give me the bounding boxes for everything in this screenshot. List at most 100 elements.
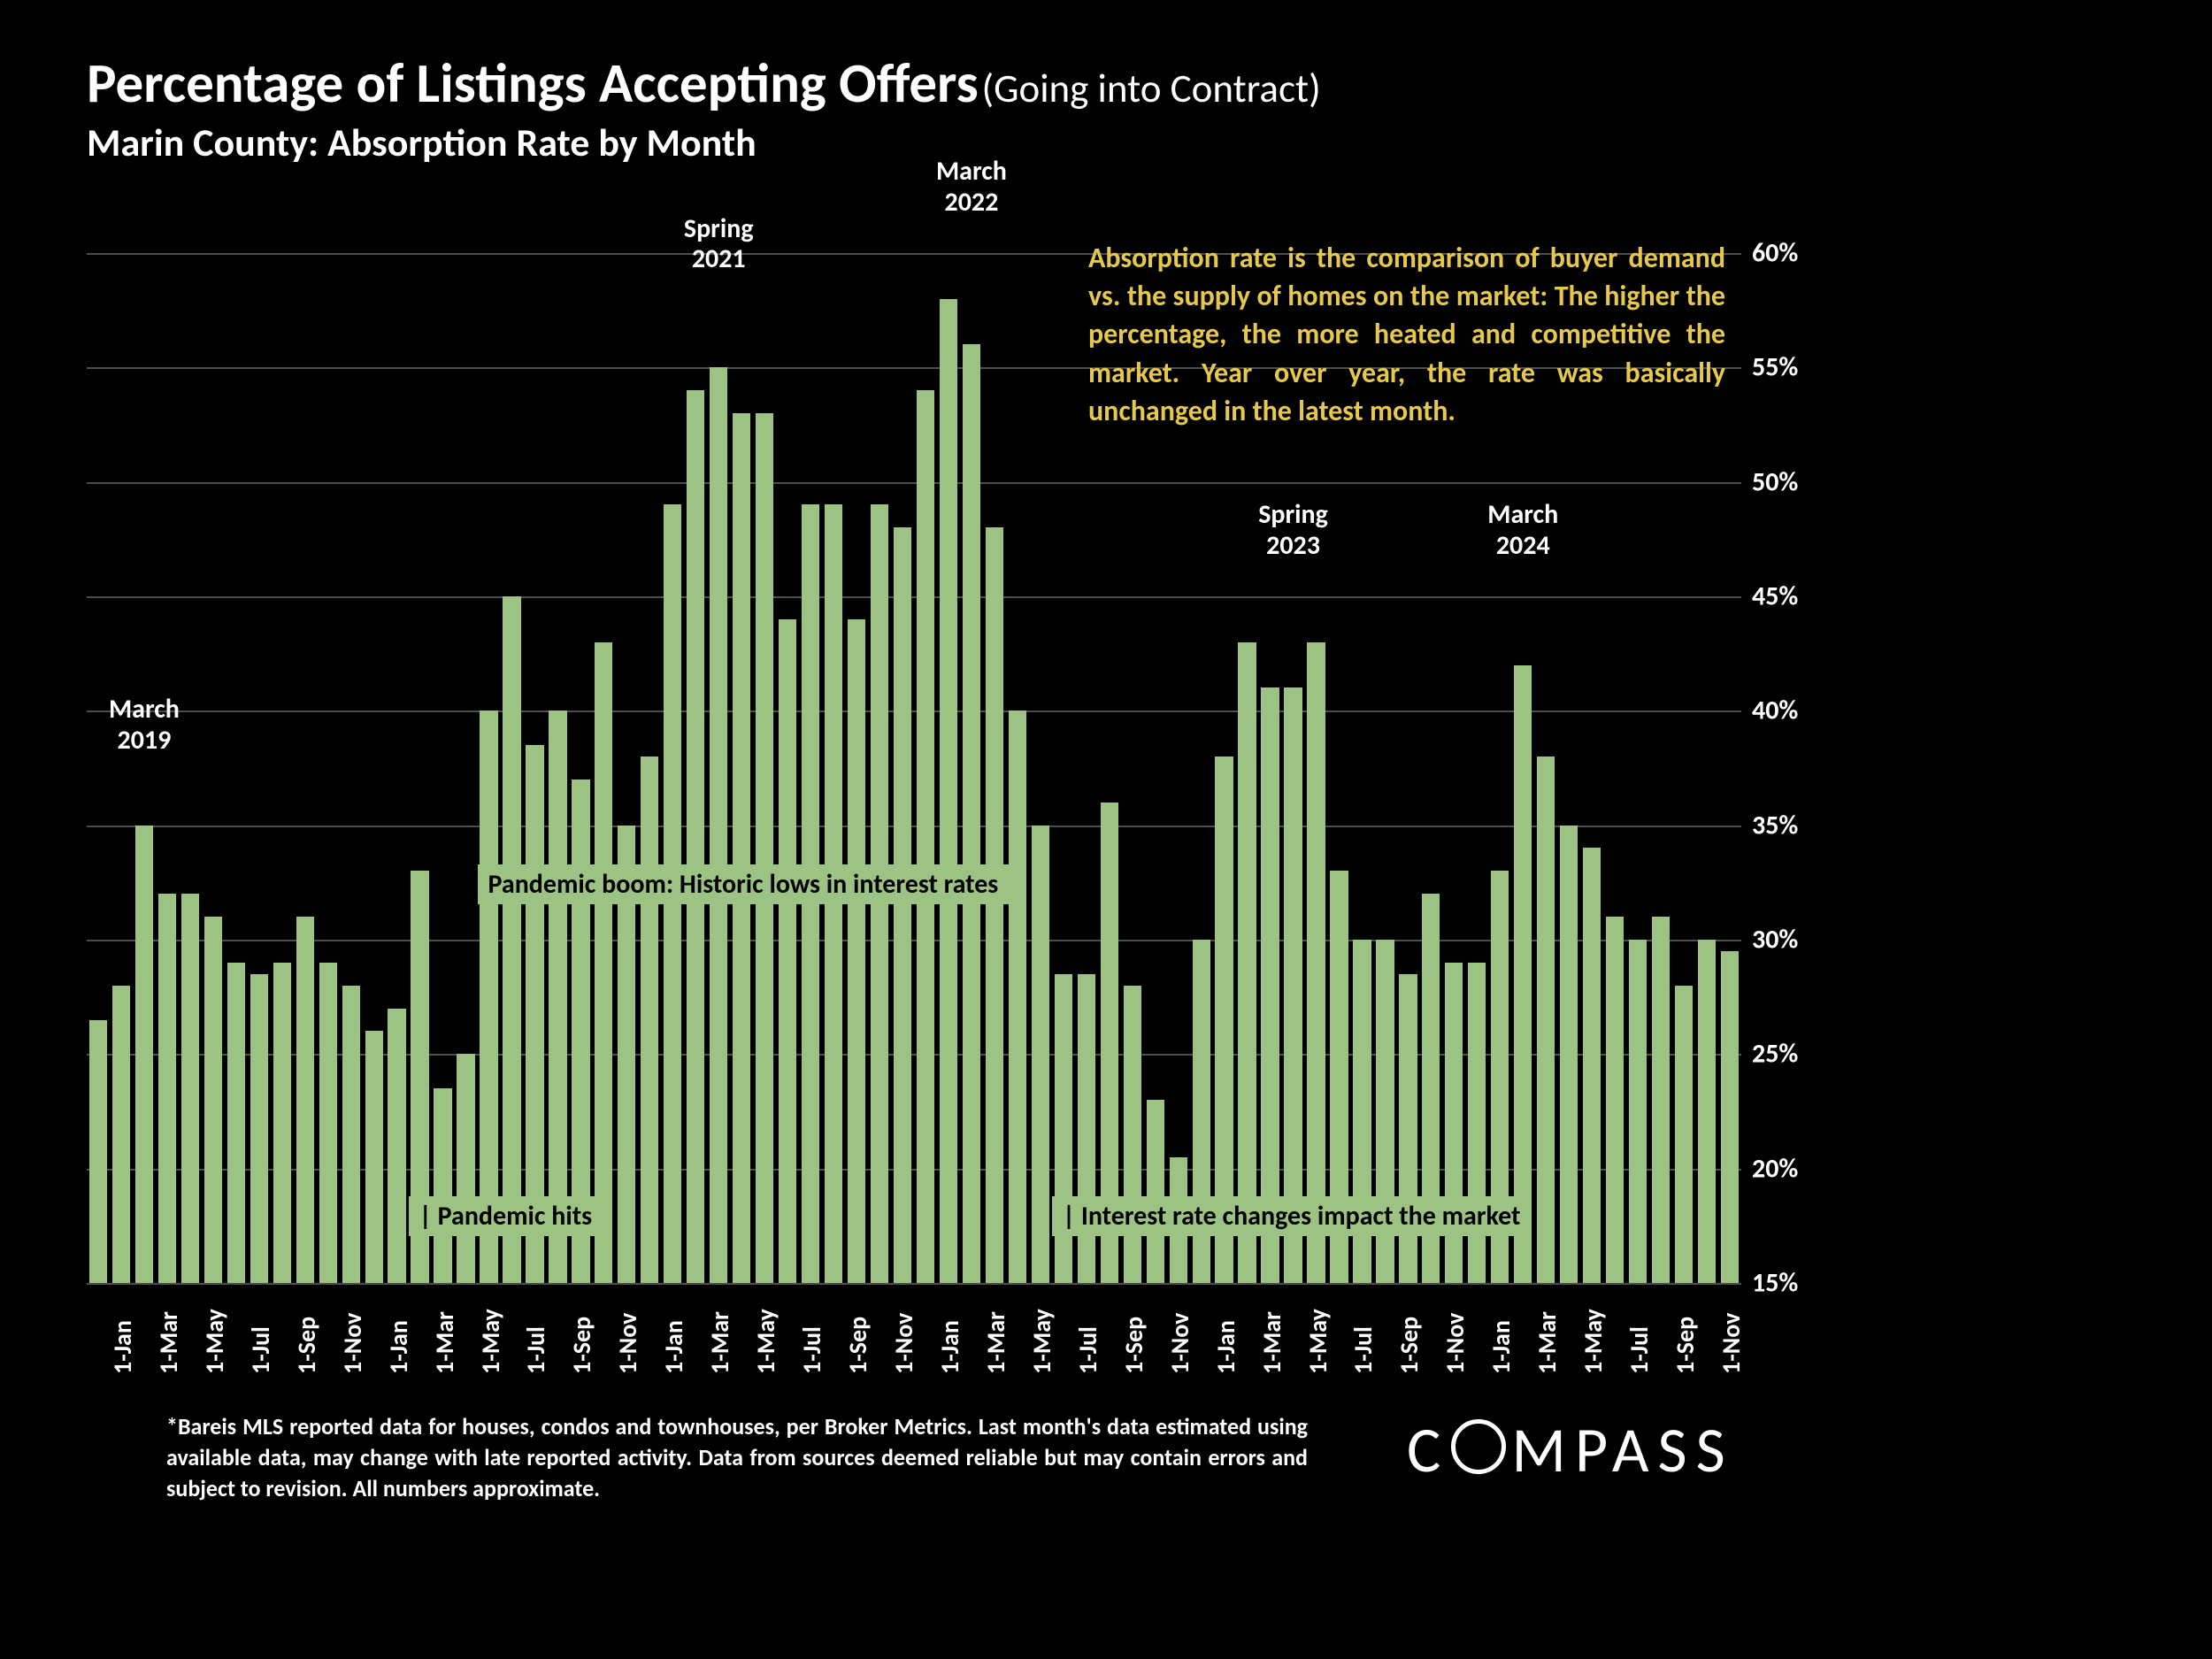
y-tick-label: 15% (1752, 1267, 1798, 1300)
callout-label: Spring2021 (657, 214, 780, 275)
x-tick-label: 1-Mar (1532, 1311, 1563, 1374)
bar (687, 390, 704, 1283)
x-tick-label: 1-Mar (704, 1311, 735, 1374)
bar (1698, 940, 1716, 1283)
x-tick-label: 1-Jan (107, 1320, 138, 1374)
x-tick-label: 1-Jul (245, 1326, 276, 1374)
x-tick-label: 1-Jul (1072, 1326, 1103, 1374)
bar (986, 527, 1003, 1283)
x-tick-label: 1-Jan (934, 1320, 965, 1374)
bar (89, 1020, 107, 1284)
gridline (87, 1283, 1741, 1285)
description-text: Absorption rate is the comparison of buy… (1088, 239, 1725, 430)
bar (1032, 826, 1049, 1283)
x-tick-label: 1-Jan (383, 1320, 414, 1374)
bar (1583, 848, 1601, 1283)
callout-label: Spring2023 (1232, 500, 1356, 561)
bar (1606, 917, 1624, 1283)
bar (1675, 986, 1693, 1283)
bar (1721, 951, 1739, 1283)
bar (641, 757, 658, 1283)
x-tick-label: 1-Nov (1164, 1313, 1195, 1374)
callout-label: March2019 (82, 695, 206, 756)
logo-o-icon (1451, 1419, 1506, 1474)
bar (112, 986, 130, 1283)
bar (135, 826, 153, 1283)
x-tick-label: 1-Jan (1486, 1320, 1517, 1374)
x-tick-label: 1-May (1026, 1309, 1057, 1374)
bar (710, 367, 727, 1283)
bar (733, 413, 750, 1283)
x-tick-label: 1-May (750, 1309, 781, 1374)
x-tick-label: 1-Sep (1394, 1317, 1425, 1374)
bar (1307, 642, 1325, 1283)
x-tick-label: 1-Jul (1348, 1326, 1379, 1374)
x-tick-label: 1-Jul (1624, 1326, 1655, 1374)
y-tick-label: 20% (1752, 1152, 1798, 1185)
y-tick-label: 35% (1752, 809, 1798, 841)
x-tick-label: 1-Mar (153, 1311, 184, 1374)
bar (1514, 665, 1532, 1283)
y-tick-label: 25% (1752, 1038, 1798, 1071)
bar (342, 986, 360, 1283)
gridline (87, 596, 1741, 598)
bar (503, 596, 520, 1283)
chart-title-block: Percentage of Listings Accepting Offers … (87, 49, 1321, 166)
x-tick-label: 1-Sep (1670, 1317, 1701, 1374)
bar (756, 413, 773, 1283)
bar (457, 1054, 474, 1283)
title-line1: Percentage of Listings Accepting Offers … (87, 49, 1321, 117)
x-tick-label: 1-Nov (1440, 1313, 1471, 1374)
bar (319, 963, 337, 1283)
x-tick-label: 1-Nov (337, 1313, 368, 1374)
x-tick-label: 1-Mar (980, 1311, 1011, 1374)
x-tick-label: 1-Sep (1118, 1317, 1149, 1374)
bar (1055, 974, 1072, 1283)
callout-label: March2024 (1461, 500, 1585, 561)
bar (940, 299, 957, 1283)
x-tick-label: 1-Mar (429, 1311, 460, 1374)
bar (848, 619, 865, 1283)
footnote-text: *Bareis MLS reported data for houses, co… (166, 1411, 1308, 1504)
bar (1124, 986, 1141, 1283)
bar (1261, 687, 1279, 1283)
title-main: Percentage of Listings Accepting Offers (87, 49, 979, 117)
bar (388, 1009, 405, 1283)
y-axis: 15%20%25%30%35%40%45%50%55%60% (1752, 230, 1858, 1283)
bar (158, 894, 176, 1283)
title-line2: Marin County: Absorption Rate by Month (87, 119, 1321, 166)
x-tick-label: 1-Sep (842, 1317, 873, 1374)
x-tick-label: 1-May (475, 1309, 506, 1374)
bar (296, 917, 314, 1283)
callout-label: March2022 (910, 157, 1033, 218)
bar (1629, 940, 1647, 1283)
bar (1537, 757, 1555, 1283)
bar (204, 917, 222, 1283)
bar (894, 527, 911, 1283)
bar (779, 619, 796, 1283)
bar (434, 1088, 451, 1283)
bar (365, 1031, 383, 1283)
y-tick-label: 60% (1752, 236, 1798, 269)
x-axis: 1-Jan 1-Mar 1-May 1-Jul 1-Sep 1-Nov 1-Jan 1-Mar… (87, 1290, 1741, 1396)
bar (963, 344, 980, 1283)
bar (1399, 974, 1417, 1283)
compass-logo: CMPASS (1407, 1411, 1734, 1489)
gridline (87, 710, 1741, 712)
x-tick-label: 1-Jan (1210, 1320, 1241, 1374)
title-sub: (Going into Contract) (981, 65, 1320, 113)
bar (1147, 1100, 1164, 1283)
bar (227, 963, 245, 1283)
x-tick-label: 1-May (1302, 1309, 1333, 1374)
bar (1560, 826, 1578, 1283)
bar (917, 390, 934, 1283)
x-tick-label: 1-May (1578, 1309, 1609, 1374)
bar (273, 963, 291, 1283)
y-tick-label: 30% (1752, 923, 1798, 956)
overlay-annotation: | Pandemic hits (409, 1196, 603, 1236)
bar (595, 642, 612, 1283)
x-tick-label: 1-Mar (1256, 1311, 1287, 1374)
x-tick-label: 1-May (199, 1309, 230, 1374)
x-tick-label: 1-Jan (658, 1320, 689, 1374)
overlay-annotation: | Interest rate changes impact the marke… (1052, 1196, 1532, 1236)
